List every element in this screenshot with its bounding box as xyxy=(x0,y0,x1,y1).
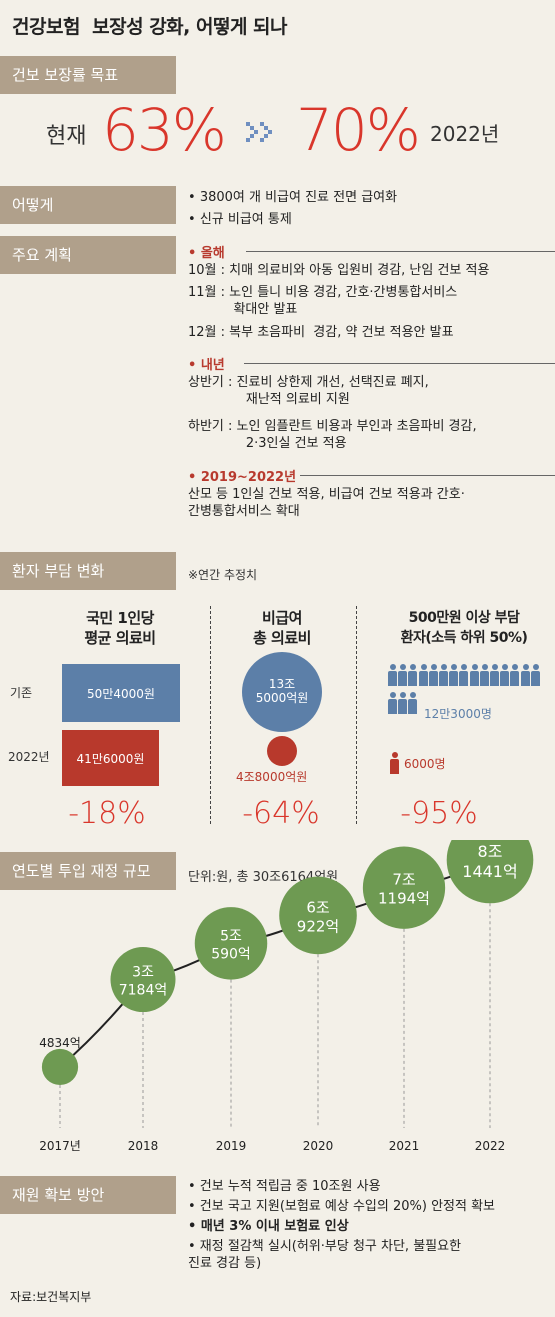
plan-item: 하반기 : 노인 임플란트 비용과 부인과 초음파비 경감, 2·3인실 건보 … xyxy=(188,419,477,451)
plan-item: 10월 : 치매 의료비와 아동 입원비 경감, 난임 건보 적용 xyxy=(188,263,490,278)
x-tick-label: 2018 xyxy=(128,1139,159,1153)
data-point xyxy=(362,846,446,929)
bar-after: 41만6000원 xyxy=(62,730,159,786)
person-icon xyxy=(408,692,418,714)
data-point xyxy=(279,876,357,955)
data-label: 8조 xyxy=(478,842,503,861)
person-icon xyxy=(449,664,459,686)
col3-heading: 500만원 이상 부담 환자(소득 하위 50%) xyxy=(400,610,528,646)
funding-list: • 건보 누적 적립금 중 10조원 사용 • 건보 국고 지원(보험료 예상 수… xyxy=(188,1178,495,1275)
person-icon xyxy=(469,664,479,686)
section-plans: 주요 계획 xyxy=(0,236,176,274)
data-label: 5조 xyxy=(220,928,242,944)
person-icon xyxy=(490,664,499,686)
funding-item: • 건보 누적 적립금 중 10조원 사용 xyxy=(188,1179,381,1194)
plan-item: 12월 : 복부 초음파비 경감, 약 건보 적용안 발표 xyxy=(188,325,454,340)
data-point xyxy=(110,947,176,1013)
col2-after-label: 4조8000억원 xyxy=(236,770,308,784)
plan-item: 산모 등 1인실 건보 적용, 비급여 건보 적용과 간호· 간병통합서비스 확… xyxy=(188,487,465,519)
data-label: 590억 xyxy=(211,946,251,962)
bar-before: 50만4000원 xyxy=(62,664,180,722)
estimate-note: ※연간 추정치 xyxy=(188,568,258,582)
funding-item: • 매년 3% 이내 보험료 인상 xyxy=(188,1219,349,1234)
data-label: 1194억 xyxy=(378,890,430,908)
person-icon xyxy=(510,664,520,686)
person-icon xyxy=(398,664,408,686)
plan-year-2: • 내년 xyxy=(188,358,225,373)
person-icon xyxy=(520,664,530,686)
person-icon xyxy=(479,664,489,686)
col1-change: -18% xyxy=(68,796,146,831)
data-point xyxy=(194,907,268,980)
now-label: 현재 xyxy=(46,124,87,149)
col1-heading: 국민 1인당 평균 의료비 xyxy=(84,609,156,647)
data-label: 7184억 xyxy=(119,983,168,999)
col3-before-label: 12만3000명 xyxy=(424,707,492,721)
col2-change: -64% xyxy=(242,796,320,831)
how-item-2: 신규 비급여 통제 xyxy=(188,208,292,227)
data-point xyxy=(446,840,534,904)
section-finance: 연도별 투입 재정 규모 xyxy=(0,852,176,890)
plan-item: 상반기 : 진료비 상한제 개선, 선택진료 폐지, 재난적 의료비 지원 xyxy=(188,375,429,407)
row-label-before: 기존 xyxy=(10,686,33,700)
target-value: 70% xyxy=(296,96,421,164)
x-tick-label: 2017년 xyxy=(39,1139,81,1153)
funding-item: • 건보 국고 지원(보험료 예상 수입의 20%) 안정적 확보 xyxy=(188,1199,496,1214)
row-label-after: 2022년 xyxy=(8,750,50,764)
data-label: 7조 xyxy=(392,871,416,889)
data-label: 922억 xyxy=(297,917,339,935)
data-label: 6조 xyxy=(306,898,330,916)
divider xyxy=(210,606,211,824)
x-tick-label: 2021 xyxy=(389,1139,420,1153)
person-icon xyxy=(418,664,428,686)
col3-change: -95% xyxy=(400,796,478,831)
col2-heading: 비급여 총 의료비 xyxy=(253,609,311,647)
person-icon xyxy=(530,664,540,686)
person-icon xyxy=(439,664,448,686)
data-label: 1441억 xyxy=(462,862,517,881)
double-chevron-right-icon xyxy=(244,120,280,144)
data-label: 4834억 xyxy=(39,1036,81,1050)
section-burden: 환자 부담 변화 xyxy=(0,552,176,590)
circle-before: 13조 5000억원 xyxy=(242,652,322,732)
plan-year-3: • 2019~2022년 xyxy=(188,470,297,485)
target-year: 2022년 xyxy=(430,122,500,146)
divider xyxy=(356,606,357,824)
section-funding: 재원 확보 방안 xyxy=(0,1176,176,1214)
col3-after-label: 6000명 xyxy=(404,757,446,771)
section-coverage-goal: 건보 보장률 목표 xyxy=(0,56,176,94)
data-point xyxy=(41,1048,79,1086)
circle-after xyxy=(267,736,297,766)
divider xyxy=(244,363,555,364)
x-tick-label: 2019 xyxy=(216,1139,247,1153)
data-label: 3조 xyxy=(132,965,154,981)
plan-year-1: • 올해 xyxy=(188,246,225,261)
person-icon xyxy=(459,664,469,686)
person-icon xyxy=(428,664,438,686)
divider xyxy=(300,475,555,476)
x-tick-label: 2022 xyxy=(475,1139,506,1153)
section-how: 어떻게 xyxy=(0,186,176,224)
person-icon xyxy=(408,664,418,686)
person-icon xyxy=(388,692,397,714)
person-icon xyxy=(500,664,510,686)
now-value: 63% xyxy=(102,96,227,164)
x-tick-label: 2020 xyxy=(303,1139,334,1153)
person-icon xyxy=(388,664,397,686)
how-item-1: 3800여 개 비급여 진료 전면 급여화 xyxy=(188,186,397,205)
person-icon xyxy=(398,692,408,714)
page-title: 건강보험 보장성 강화, 어떻게 되나 xyxy=(12,16,288,38)
funding-item: • 재정 절감책 실시(허위·부당 청구 차단, 불필요한 진료 경감 등) xyxy=(188,1239,462,1271)
divider xyxy=(246,251,555,252)
source-note: 자료:보건복지부 xyxy=(10,1290,92,1304)
person-icon xyxy=(390,752,399,774)
plan-item: 11월 : 노인 틀니 비용 경감, 간호·간병통합서비스 확대안 발표 xyxy=(188,285,458,317)
